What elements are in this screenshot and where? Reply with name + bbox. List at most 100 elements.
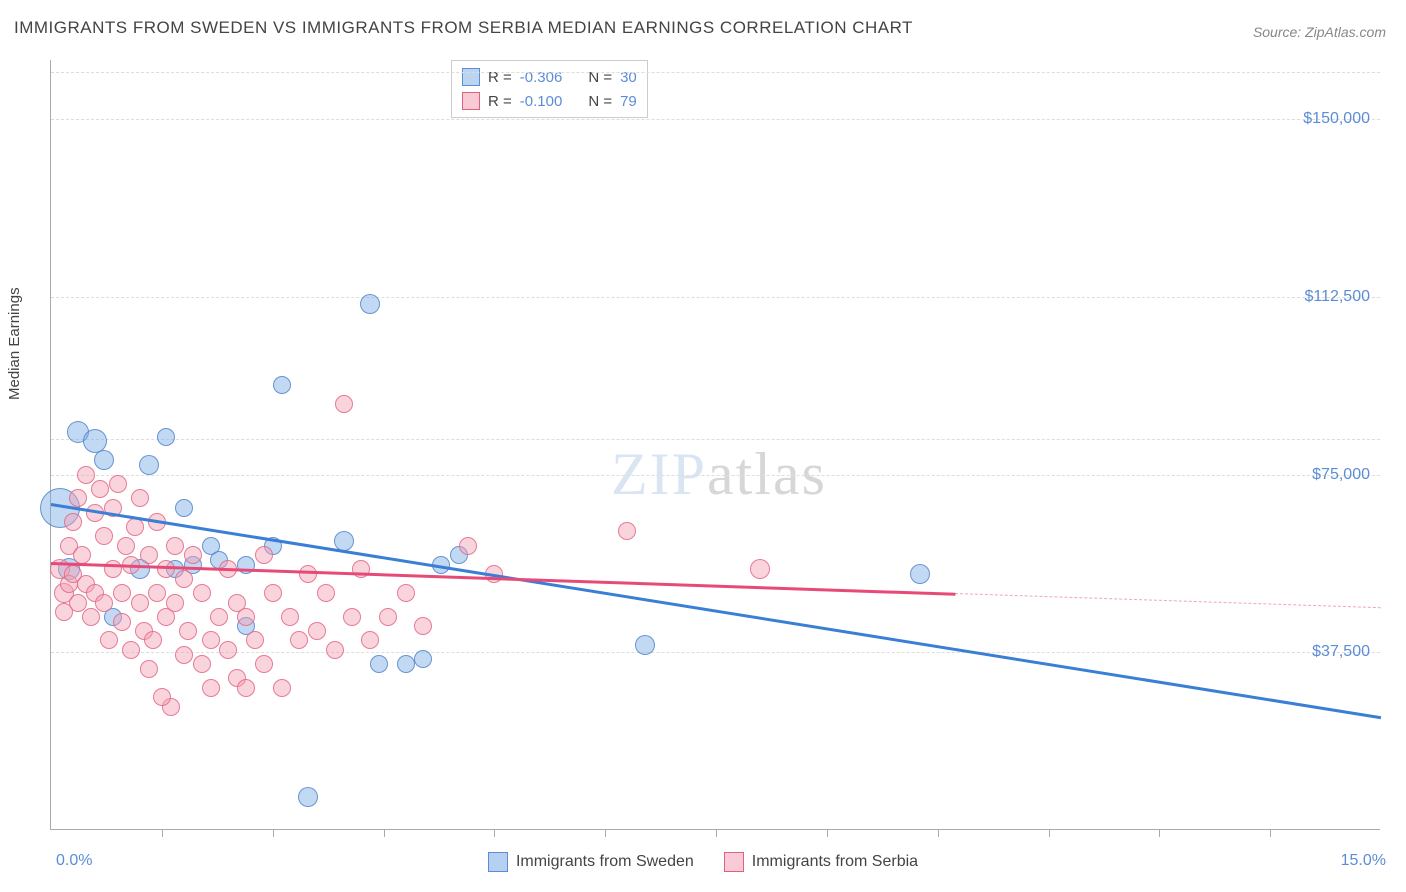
- n-value-serbia: 79: [620, 93, 637, 110]
- data-point: [69, 489, 87, 507]
- data-point: [299, 565, 317, 583]
- data-point: [308, 622, 326, 640]
- data-point: [113, 613, 131, 631]
- swatch-pink-icon: [462, 92, 480, 110]
- x-tick: [716, 829, 717, 837]
- data-point: [100, 631, 118, 649]
- data-point: [635, 635, 655, 655]
- data-point: [326, 641, 344, 659]
- y-tick-label: $150,000: [1303, 110, 1370, 128]
- data-point: [246, 631, 264, 649]
- data-point: [184, 546, 202, 564]
- data-point: [290, 631, 308, 649]
- r-label: R =: [488, 93, 512, 110]
- data-point: [175, 646, 193, 664]
- data-point: [397, 655, 415, 673]
- legend-swatch-pink-icon: [724, 852, 744, 872]
- correlation-row-serbia: R = -0.100 N = 79: [462, 89, 637, 113]
- data-point: [113, 584, 131, 602]
- data-point: [281, 608, 299, 626]
- data-point: [166, 537, 184, 555]
- x-tick: [827, 829, 828, 837]
- data-point: [210, 608, 228, 626]
- data-point: [273, 376, 291, 394]
- data-point: [94, 450, 114, 470]
- legend-label-sweden: Immigrants from Sweden: [516, 853, 694, 871]
- y-tick-label: $75,000: [1312, 466, 1370, 484]
- data-point: [414, 617, 432, 635]
- data-point: [73, 546, 91, 564]
- gridline: [51, 439, 1380, 440]
- data-point: [317, 584, 335, 602]
- y-tick-label: $112,500: [1304, 288, 1370, 306]
- correlation-row-sweden: R = -0.306 N = 30: [462, 65, 637, 89]
- data-point: [273, 679, 291, 697]
- data-point: [91, 480, 109, 498]
- data-point: [131, 489, 149, 507]
- y-axis-label: Median Earnings: [6, 287, 23, 400]
- plot-area: R = -0.306 N = 30 R = -0.100 N = 79 ZIPa…: [50, 60, 1380, 830]
- gridline: [51, 72, 1380, 73]
- x-tick: [162, 829, 163, 837]
- data-point: [255, 546, 273, 564]
- data-point: [122, 641, 140, 659]
- data-point: [202, 631, 220, 649]
- data-point: [166, 594, 184, 612]
- data-point: [379, 608, 397, 626]
- data-point: [157, 560, 175, 578]
- data-point: [750, 559, 770, 579]
- data-point: [153, 688, 171, 706]
- data-point: [140, 546, 158, 564]
- x-tick: [384, 829, 385, 837]
- gridline: [51, 475, 1380, 476]
- data-point: [139, 455, 159, 475]
- data-point: [360, 294, 380, 314]
- x-tick: [494, 829, 495, 837]
- r-value-serbia: -0.100: [520, 93, 563, 110]
- x-tick: [938, 829, 939, 837]
- legend-label-serbia: Immigrants from Serbia: [752, 853, 918, 871]
- x-tick: [605, 829, 606, 837]
- data-point: [343, 608, 361, 626]
- data-point: [414, 650, 432, 668]
- gridline: [51, 119, 1380, 120]
- gridline: [51, 652, 1380, 653]
- legend-item-sweden: Immigrants from Sweden: [488, 852, 694, 872]
- data-point: [202, 679, 220, 697]
- data-point: [237, 679, 255, 697]
- data-point: [126, 518, 144, 536]
- data-point: [459, 537, 477, 555]
- data-point: [131, 594, 149, 612]
- data-point: [335, 395, 353, 413]
- data-point: [175, 499, 193, 517]
- data-point: [264, 584, 282, 602]
- data-point: [157, 428, 175, 446]
- x-tick: [1049, 829, 1050, 837]
- data-point: [82, 608, 100, 626]
- series-legend: Immigrants from Sweden Immigrants from S…: [0, 852, 1406, 872]
- gridline: [51, 297, 1380, 298]
- legend-item-serbia: Immigrants from Serbia: [724, 852, 918, 872]
- data-point: [397, 584, 415, 602]
- data-point: [55, 603, 73, 621]
- data-point: [618, 522, 636, 540]
- data-point: [352, 560, 370, 578]
- data-point: [219, 641, 237, 659]
- y-tick-label: $37,500: [1312, 643, 1370, 661]
- chart-title: IMMIGRANTS FROM SWEDEN VS IMMIGRANTS FRO…: [14, 18, 913, 38]
- correlation-legend: R = -0.306 N = 30 R = -0.100 N = 79: [451, 60, 648, 118]
- source-attribution: Source: ZipAtlas.com: [1253, 24, 1386, 40]
- data-point: [64, 513, 82, 531]
- data-point: [175, 570, 193, 588]
- data-point: [910, 564, 930, 584]
- x-tick: [1159, 829, 1160, 837]
- data-point: [144, 631, 162, 649]
- data-point: [95, 527, 113, 545]
- data-point: [193, 655, 211, 673]
- data-point: [370, 655, 388, 673]
- data-point: [298, 787, 318, 807]
- x-tick: [273, 829, 274, 837]
- data-point: [95, 594, 113, 612]
- data-point: [140, 660, 158, 678]
- data-point: [109, 475, 127, 493]
